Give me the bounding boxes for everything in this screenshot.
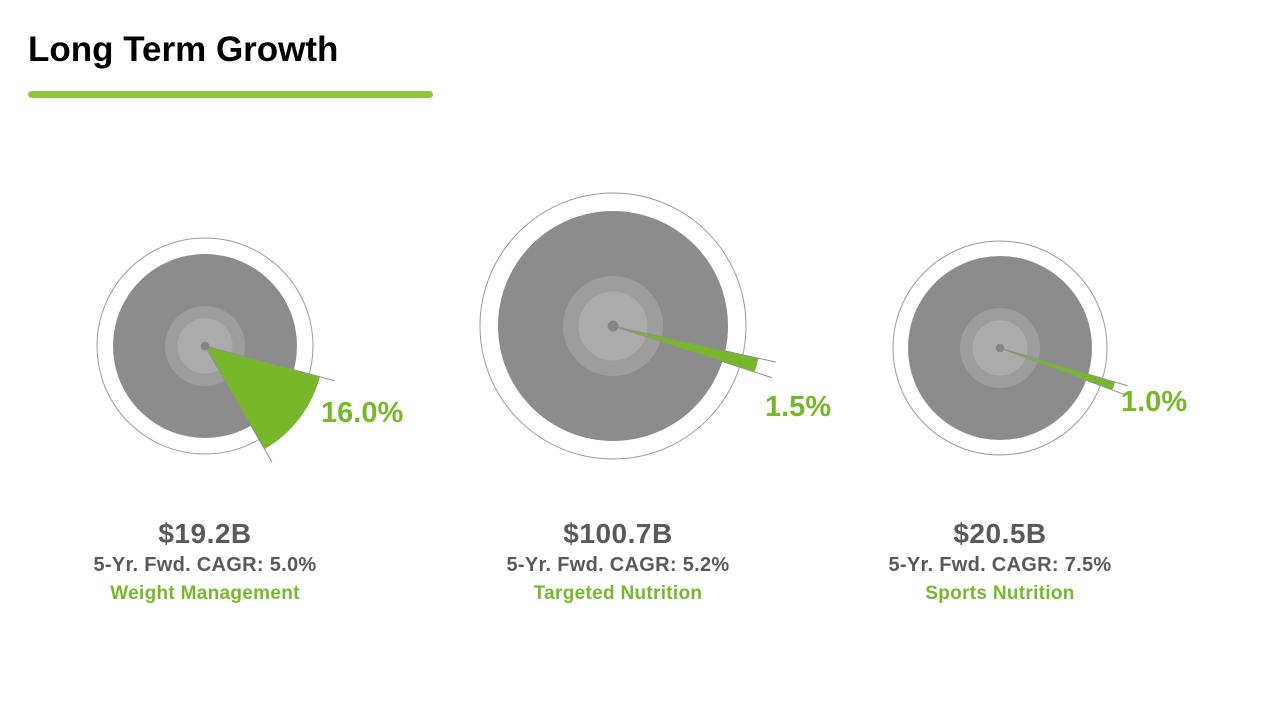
gauge-chart	[479, 192, 777, 460]
cagr-text: 5-Yr. Fwd. CAGR: 7.5%	[888, 554, 1112, 576]
gauge-center-dot	[200, 341, 210, 351]
share-percent-label: 16.0%	[321, 397, 404, 429]
page-title: Long Term Growth	[28, 30, 339, 69]
gauge-outer-ring	[892, 240, 1108, 456]
category-label: Targeted Nutrition	[533, 583, 703, 604]
gauge-leader-line	[204, 345, 335, 382]
category-label: Weight Management	[110, 583, 300, 604]
cagr-text: 5-Yr. Fwd. CAGR: 5.2%	[506, 554, 730, 576]
gauge-leader-line	[999, 347, 1125, 396]
gauge-center-dot	[995, 343, 1005, 353]
share-percent-label: 1.5%	[765, 391, 832, 423]
gauge-center-dot	[607, 320, 619, 332]
gauge-leader-line	[612, 325, 772, 379]
market-stats-block: $19.2B 5-Yr. Fwd. CAGR: 5.0% Weight Mana…	[93, 518, 316, 608]
gauge-share-wedge	[205, 346, 320, 450]
gauge-chart	[96, 237, 335, 463]
gauge-leader-line	[204, 345, 273, 463]
gauge-leader-line	[999, 347, 1128, 387]
market-stats-block: $20.5B 5-Yr. Fwd. CAGR: 7.5% Sports Nutr…	[888, 518, 1111, 608]
gauge-chart	[892, 240, 1128, 456]
category-label: Sports Nutrition	[925, 583, 1075, 604]
cagr-text: 5-Yr. Fwd. CAGR: 5.0%	[93, 554, 317, 576]
gauge-outer-ring	[96, 237, 314, 455]
market-stats-block: $100.7B 5-Yr. Fwd. CAGR: 5.2% Targeted N…	[506, 518, 729, 608]
gauge-outer-ring	[479, 192, 747, 460]
title-underline-bar	[28, 91, 433, 98]
gauge-leader-line	[612, 325, 777, 363]
market-size-value: $100.7B	[563, 518, 673, 549]
market-size-value: $20.5B	[953, 518, 1047, 549]
share-percent-label: 1.0%	[1121, 386, 1188, 418]
market-size-value: $19.2B	[158, 518, 252, 549]
